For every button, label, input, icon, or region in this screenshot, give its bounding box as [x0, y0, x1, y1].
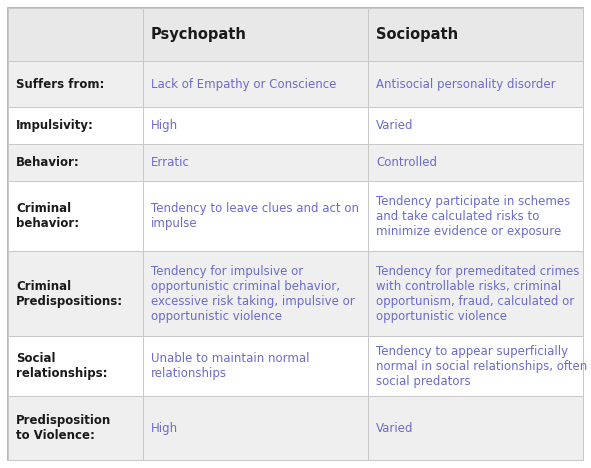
Bar	[143, 396, 368, 460]
Text: Lack of Empathy or Conscience: Lack of Empathy or Conscience	[151, 78, 336, 91]
Bar	[8, 251, 143, 336]
Bar	[368, 8, 583, 61]
Text: Unable to maintain normal
relationships: Unable to maintain normal relationships	[151, 352, 310, 380]
Bar	[8, 396, 143, 460]
Text: Impulsivity:: Impulsivity:	[16, 119, 94, 132]
Text: Behavior:: Behavior:	[16, 156, 80, 169]
Text: Varied: Varied	[376, 422, 414, 435]
Bar	[8, 336, 143, 396]
Bar	[8, 8, 143, 61]
Bar	[143, 336, 368, 396]
Text: Criminal
Predispositions:: Criminal Predispositions:	[16, 280, 123, 308]
Text: Varied: Varied	[376, 119, 414, 132]
Bar	[368, 181, 583, 251]
Bar	[368, 108, 583, 144]
Bar	[368, 251, 583, 336]
Bar	[8, 108, 143, 144]
Text: Tendency participate in schemes
and take calculated risks to
minimize evidence o: Tendency participate in schemes and take…	[376, 195, 570, 238]
Text: Criminal
behavior:: Criminal behavior:	[16, 202, 79, 230]
Text: High: High	[151, 119, 178, 132]
Bar	[368, 396, 583, 460]
Bar	[8, 61, 143, 108]
Bar	[143, 8, 368, 61]
Text: Erratic: Erratic	[151, 156, 190, 169]
Text: Predisposition
to Violence:: Predisposition to Violence:	[16, 414, 111, 442]
Text: Psychopath: Psychopath	[151, 27, 247, 42]
Bar	[143, 251, 368, 336]
Text: Antisocial personality disorder: Antisocial personality disorder	[376, 78, 556, 91]
Bar	[8, 144, 143, 181]
Bar	[143, 181, 368, 251]
Bar	[368, 61, 583, 108]
Text: Tendency for impulsive or
opportunistic criminal behavior,
excessive risk taking: Tendency for impulsive or opportunistic …	[151, 265, 355, 323]
Bar	[143, 108, 368, 144]
Text: High: High	[151, 422, 178, 435]
Text: Social
relationships:: Social relationships:	[16, 352, 108, 380]
Text: Tendency to leave clues and act on
impulse: Tendency to leave clues and act on impul…	[151, 202, 359, 230]
Bar	[368, 144, 583, 181]
Text: Controlled: Controlled	[376, 156, 437, 169]
Bar	[143, 144, 368, 181]
Bar	[143, 61, 368, 108]
Text: Tendency to appear superficially
normal in social relationships, often
social pr: Tendency to appear superficially normal …	[376, 345, 587, 388]
Text: Tendency for premeditated crimes
with controllable risks, criminal
opportunism, : Tendency for premeditated crimes with co…	[376, 265, 579, 323]
Bar	[368, 336, 583, 396]
Text: Suffers from:: Suffers from:	[16, 78, 105, 91]
Text: Sociopath: Sociopath	[376, 27, 458, 42]
Bar	[8, 181, 143, 251]
